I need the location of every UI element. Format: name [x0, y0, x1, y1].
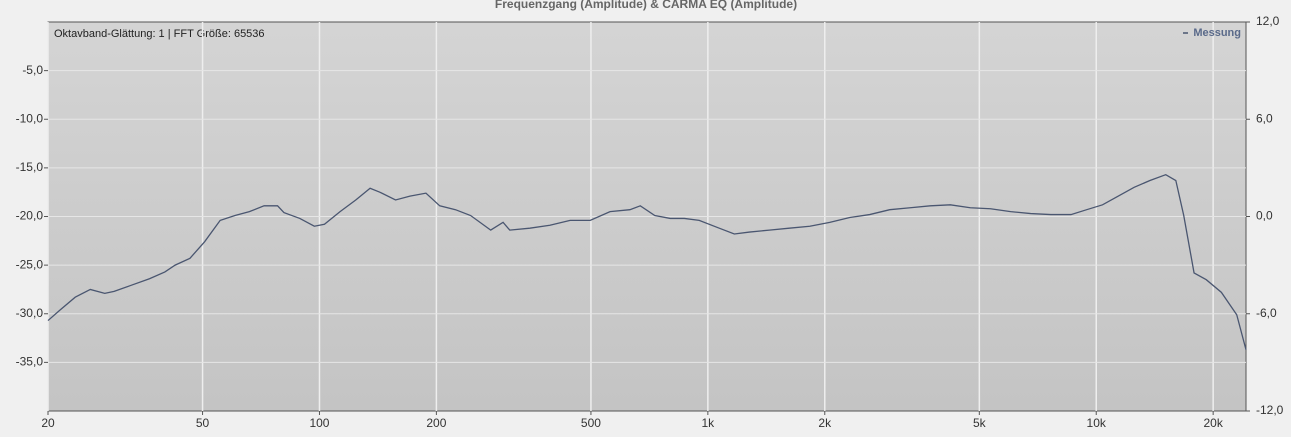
- x-tick-label: 500: [581, 416, 601, 430]
- legend-label: Messung: [1193, 27, 1241, 39]
- y-tick-label: -35,0: [16, 355, 44, 369]
- y2-tick-label: -12,0: [1256, 403, 1284, 417]
- legend: Messung: [1183, 27, 1241, 39]
- data-line: [47, 173, 1247, 350]
- x-tick-label: 1k: [702, 416, 716, 430]
- x-tick-label: 10k: [1087, 416, 1107, 430]
- y2-tick-label: 0,0: [1256, 209, 1273, 223]
- x-tick-label: 5k: [973, 416, 987, 430]
- y-tick-label: -20,0: [16, 209, 44, 223]
- y-tick-label: -30,0: [16, 306, 44, 320]
- y-tick-label: -15,0: [16, 160, 44, 174]
- y-tick-label: -10,0: [16, 111, 44, 125]
- y2-tick-label: 6,0: [1256, 111, 1273, 125]
- x-tick-label: 100: [309, 416, 329, 430]
- y2-tick-label: -6,0: [1256, 306, 1277, 320]
- annotation: Oktavband-Glättung: 1 | FFT Größe: 65536: [54, 28, 265, 40]
- x-tick-label: 20: [41, 416, 55, 430]
- x-tick-label: 50: [196, 416, 210, 430]
- x-tick-label: 20k: [1203, 416, 1223, 430]
- y-tick-label: -25,0: [16, 257, 44, 271]
- chart-title: Frequenzgang (Amplitude) & CARMA EQ (Amp…: [495, 0, 797, 11]
- y-tick-label: -5,0: [22, 63, 43, 77]
- y2-tick-label: 12,0: [1256, 14, 1280, 28]
- x-tick-label: 200: [426, 416, 446, 430]
- x-tick-label: 2k: [818, 416, 832, 430]
